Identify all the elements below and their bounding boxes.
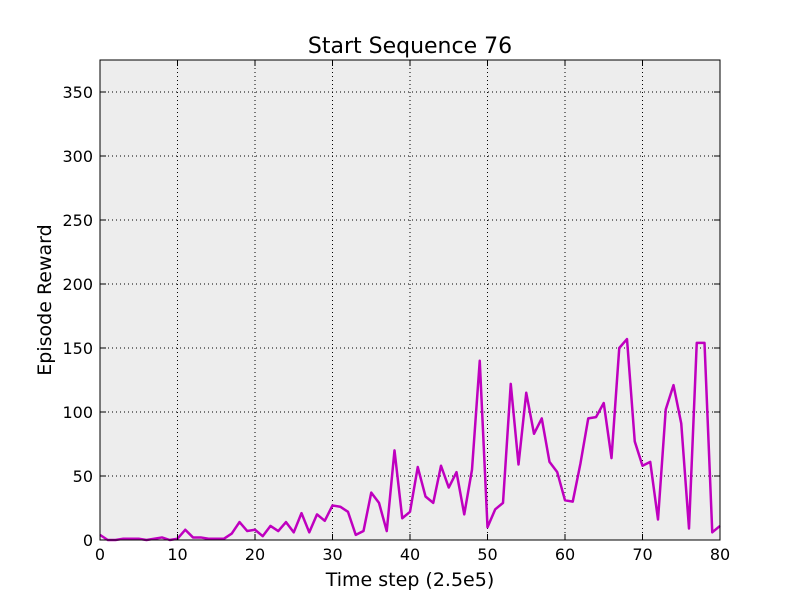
y-tick-label: 100 xyxy=(62,403,93,422)
y-tick-label: 350 xyxy=(62,83,93,102)
y-tick-label: 0 xyxy=(83,531,93,550)
x-tick-label: 60 xyxy=(555,545,575,564)
series-group xyxy=(99,337,721,542)
x-tick-label: 30 xyxy=(322,545,342,564)
ticks: 0 10 20 30 40 50 60 70 80 0 50 100 150 200 250 300 350 xyxy=(62,60,730,564)
y-tick-label: 50 xyxy=(73,467,93,486)
y-tick-label: 300 xyxy=(62,147,93,166)
x-tick-label: 80 xyxy=(710,545,730,564)
y-tick-label: 150 xyxy=(62,339,93,358)
y-tick-label: 250 xyxy=(62,211,93,230)
x-tick-label: 50 xyxy=(477,545,497,564)
chart-title: Start Sequence 76 xyxy=(308,34,512,59)
x-tick-label: 40 xyxy=(400,545,420,564)
x-tick-label: 10 xyxy=(167,545,187,564)
x-tick-label: 20 xyxy=(245,545,265,564)
series-line xyxy=(99,337,721,542)
y-tick-label: 200 xyxy=(62,275,93,294)
x-tick-label: 0 xyxy=(95,545,105,564)
y-axis-label: Episode Reward xyxy=(34,224,56,375)
x-axis-label: Time step (2.5e5) xyxy=(325,569,495,591)
x-tick-label: 70 xyxy=(632,545,652,564)
grid xyxy=(100,60,720,540)
